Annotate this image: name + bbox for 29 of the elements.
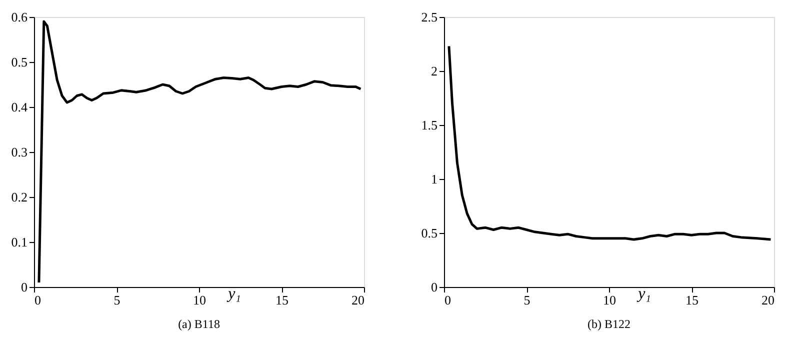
text: (b) B122: [588, 317, 630, 331]
y-tick-label: 1.5: [421, 118, 438, 132]
y-tick-label: 0.2: [11, 190, 28, 204]
y-tick-label: 2: [431, 64, 438, 78]
line-series: [448, 44, 772, 241]
y-tick-label: 0: [431, 280, 438, 294]
y-tick-label: 1: [431, 172, 438, 186]
x-axis-title: y₁: [226, 286, 241, 302]
x-tick-label: 0: [34, 292, 41, 308]
x-tick-label: 10: [603, 292, 616, 308]
y-tick-label: 0.5: [421, 226, 438, 240]
y-tick-label: 0: [21, 280, 28, 294]
text: (a) B118: [178, 317, 220, 331]
x-tick-label: 15: [686, 292, 698, 308]
y-tick-label: 0.6: [11, 10, 28, 24]
x-axis-title: y₁: [636, 286, 651, 302]
y-tick-label: 0.4: [11, 100, 28, 114]
x-tick-label: 20: [352, 292, 364, 308]
y-tick-label: 0.3: [11, 144, 28, 160]
x-tick-label: 10: [193, 292, 206, 308]
y-tick-label: 0.5: [11, 54, 28, 70]
y-tick-label: 2.5: [421, 10, 438, 24]
x-tick-label: 20: [762, 292, 774, 308]
x-tick-label: 5: [524, 292, 530, 308]
y-tick-label: 0.1: [11, 234, 28, 250]
line-series: [38, 20, 362, 284]
x-tick-label: 0: [444, 292, 451, 308]
x-tick-label: 5: [114, 292, 120, 308]
x-tick-label: 15: [276, 292, 288, 308]
